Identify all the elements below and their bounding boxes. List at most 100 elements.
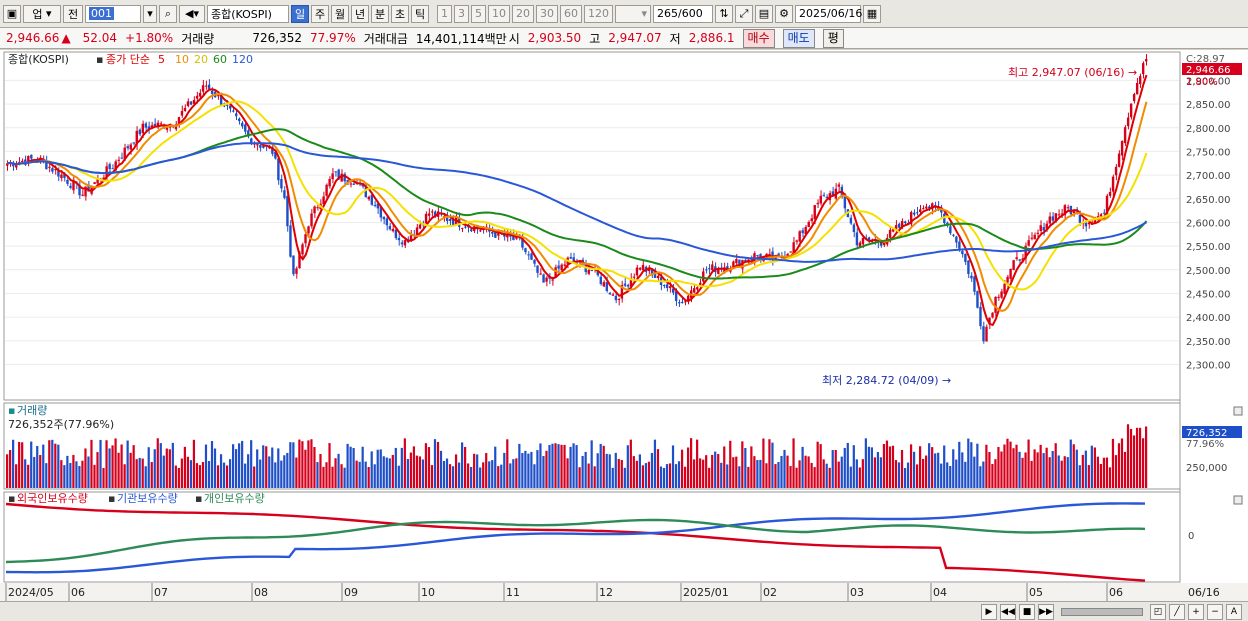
candle-body — [994, 296, 997, 313]
market-select[interactable]: 업 ▾ — [23, 4, 61, 23]
holdings-close-icon[interactable] — [1233, 495, 1243, 505]
volume-bar — [168, 449, 171, 488]
volume-bar — [677, 461, 681, 488]
minute-custom-input[interactable]: ▾ — [615, 4, 651, 23]
candle-body — [283, 190, 286, 198]
period-month[interactable]: 월 — [331, 4, 349, 23]
index-name-field[interactable]: 종합(KOSPI) — [207, 4, 289, 23]
zoom-in-icon[interactable]: + — [1188, 603, 1204, 620]
volume-bar — [9, 450, 12, 488]
candle-body — [268, 147, 271, 149]
period-second[interactable]: 초 — [391, 4, 409, 23]
x-tick-label: 12 — [599, 586, 613, 599]
volume-bar — [674, 464, 678, 488]
volume-bar — [204, 444, 208, 488]
price-y-tick: 2,350.00 — [1186, 337, 1231, 348]
period-tick[interactable]: 틱 — [411, 4, 429, 23]
code-input[interactable]: 001 — [85, 4, 141, 23]
speaker-icon[interactable]: ◀▾ — [179, 4, 205, 23]
minute-3[interactable]: 3 — [454, 4, 469, 23]
holdings-panel[interactable] — [3, 491, 1181, 583]
volume-bar — [885, 440, 889, 488]
candle-body — [280, 178, 283, 189]
volume-close-icon[interactable] — [1233, 406, 1243, 416]
volume-bar — [1105, 457, 1109, 488]
candle-body — [1084, 222, 1088, 227]
candle-body — [331, 173, 334, 180]
moving-average-lines — [7, 74, 1148, 327]
stop-icon[interactable]: ■ — [1019, 603, 1035, 620]
candle-body — [96, 178, 99, 184]
candle-body — [259, 145, 262, 148]
minute-30[interactable]: 30 — [536, 4, 558, 23]
save-icon[interactable]: ▤ — [755, 4, 773, 23]
minute-5[interactable]: 5 — [471, 4, 486, 23]
sell-button[interactable]: 매도 — [782, 28, 815, 48]
text-tool-icon[interactable]: A — [1226, 603, 1242, 620]
date-input[interactable]: 2025/06/16 — [795, 4, 862, 23]
period-day[interactable]: 일 — [291, 4, 309, 23]
candle-body — [867, 237, 871, 242]
minute-20[interactable]: 20 — [512, 4, 534, 23]
volume-bar — [322, 466, 325, 488]
zoom-slider[interactable] — [1061, 607, 1143, 616]
volume-bar — [289, 442, 292, 488]
volume-bar — [1024, 452, 1027, 488]
period-minute[interactable]: 분 — [371, 4, 389, 23]
candle-body — [1036, 232, 1039, 234]
candle-body — [15, 164, 18, 168]
search-icon[interactable]: ⌕ — [159, 4, 177, 23]
count-input[interactable]: 265/600 — [653, 4, 713, 23]
candle-body — [1063, 205, 1067, 216]
volume-panel-value: 726,352주(77.96%) — [8, 418, 114, 431]
svg-text:▪: ▪ — [195, 492, 202, 505]
date-picker-icon[interactable]: ▦ — [863, 4, 881, 23]
volume-bar — [1120, 438, 1124, 488]
draw-icon[interactable]: ⤢ — [735, 4, 753, 23]
candle-body — [650, 269, 654, 274]
candle-body — [629, 278, 633, 287]
volume-bar — [958, 441, 961, 488]
prev-button[interactable]: 전 — [63, 4, 83, 23]
chart-svg[interactable]: 종합(KOSPI) ▪ 종가 단순 5 10 20 60 120 최고 2,94… — [0, 50, 1248, 601]
volume-bar — [1123, 451, 1127, 488]
candle-body — [861, 237, 865, 245]
volume-bar — [235, 449, 238, 488]
minute-10[interactable]: 10 — [488, 4, 510, 23]
average-button[interactable]: 평 — [822, 28, 844, 48]
x-tick-label: 03 — [850, 586, 864, 599]
candle-body — [120, 157, 123, 159]
volume-bar — [1081, 454, 1084, 488]
candle-body — [1048, 216, 1051, 224]
price-y-tick: 2,650.00 — [1186, 195, 1231, 206]
chart-area[interactable]: 종합(KOSPI) ▪ 종가 단순 5 10 20 60 120 최고 2,94… — [0, 50, 1248, 601]
period-week[interactable]: 주 — [311, 4, 329, 23]
period-year[interactable]: 년 — [351, 4, 369, 23]
pan-icon[interactable]: ◰ — [1150, 603, 1166, 620]
gear-icon[interactable]: ⚙ — [775, 4, 793, 23]
volume-bar — [1048, 457, 1051, 488]
bottom-navigation: ▶ ◀◀ ■ ▶▶ ◰ ╱ + − A — [0, 601, 1248, 621]
trend-icon[interactable]: ╱ — [1169, 603, 1185, 620]
forward-icon[interactable]: ▶▶ — [1038, 603, 1054, 620]
minute-60[interactable]: 60 — [560, 4, 582, 23]
volume-bar — [575, 445, 578, 488]
volume-bar — [705, 455, 708, 488]
zoom-out-icon[interactable]: − — [1207, 603, 1223, 620]
minute-120[interactable]: 120 — [584, 4, 613, 23]
candle-body — [1072, 211, 1076, 214]
volume-bar — [647, 461, 651, 488]
code-dropdown[interactable]: ▾ — [143, 4, 157, 23]
candle-body — [301, 244, 304, 255]
volume-bar — [551, 443, 554, 488]
toggle-icon[interactable]: ⇅ — [715, 4, 733, 23]
candle-body — [512, 234, 515, 240]
volume-bar — [99, 439, 102, 488]
volume-bar — [897, 462, 901, 488]
candle-body — [810, 218, 813, 222]
minute-1[interactable]: 1 — [437, 4, 452, 23]
buy-button[interactable]: 매수 — [742, 28, 775, 48]
chart-type-icon[interactable]: ▣ — [3, 4, 21, 23]
rewind-icon[interactable]: ◀◀ — [1000, 603, 1016, 620]
scroll-right-icon[interactable]: ▶ — [981, 603, 997, 620]
